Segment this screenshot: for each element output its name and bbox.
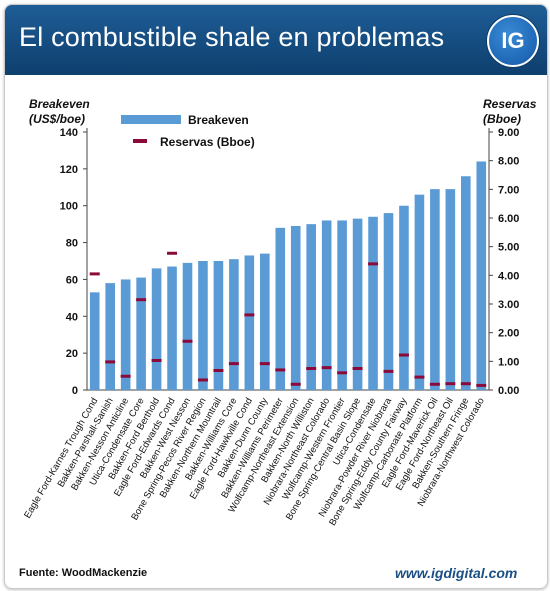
bar-breakeven [244, 255, 255, 390]
marker-reservas [89, 272, 100, 276]
y-axis-left-label-line2: (US$/boe) [29, 112, 86, 126]
marker-reservas [259, 362, 270, 366]
marker-reservas [228, 362, 239, 366]
site-link[interactable]: www.igdigital.com [395, 565, 518, 581]
bar-breakeven [182, 262, 193, 390]
bar-breakeven [151, 268, 162, 390]
y-axis-right-label-line2: (Bboe) [483, 112, 521, 126]
marker-reservas [445, 382, 456, 386]
legend-swatch-breakeven [121, 115, 181, 124]
legend-label-reservas: Reservas (Bboe) [160, 135, 255, 149]
bar-breakeven [105, 283, 115, 390]
bar-breakeven [290, 225, 301, 390]
marker-reservas [244, 313, 255, 317]
marker-reservas [290, 382, 301, 386]
bar-breakeven [89, 292, 100, 390]
marker-reservas [105, 360, 116, 364]
marker-reservas [306, 367, 317, 370]
source-note: Fuente: WoodMackenzie [19, 567, 148, 579]
bar-breakeven [445, 189, 456, 390]
y-left-tick-label: 140 [60, 127, 78, 139]
y-right-tick-label: 3.00 [498, 299, 519, 311]
bar-breakeven [213, 261, 224, 390]
marker-reservas [120, 374, 131, 378]
header-banner: El combustible shale en problemas IG [5, 5, 547, 75]
bar-breakeven [430, 189, 440, 390]
bar-breakeven [260, 253, 270, 390]
bar-breakeven [198, 261, 208, 390]
marker-reservas [151, 358, 162, 362]
chart-card: El combustible shale en problemas IG Bre… [4, 4, 548, 589]
breakeven-reserves-chart: 0 20 40 60 80 100 120 140 0.00 1.00 2.00 3.00 4.00 5.… [22, 113, 519, 528]
y-axis-left-label-line1: Breakeven [29, 97, 90, 111]
legend-label-breakeven: Breakeven [188, 113, 249, 127]
bar-breakeven [414, 194, 425, 390]
bar-breakeven [368, 216, 378, 390]
marker-reservas [213, 369, 224, 373]
marker-reservas [136, 298, 147, 302]
legend-swatch-reservas [133, 139, 147, 143]
y-right-tick-label: 9.00 [498, 127, 519, 139]
bar-breakeven [352, 218, 363, 390]
y-right-tick-label: 1.00 [498, 356, 519, 368]
bar-breakeven [229, 259, 239, 390]
marker-reservas [368, 262, 379, 266]
y-left-tick-label: 20 [66, 348, 78, 360]
y-right-tick-label: 5.00 [498, 242, 519, 254]
y-left-tick-label: 40 [66, 311, 78, 323]
y-right-tick-label: 6.00 [498, 213, 519, 225]
marker-reservas [460, 382, 471, 386]
bar-breakeven [306, 224, 316, 390]
y-left-tick-label: 100 [60, 201, 78, 213]
marker-reservas [476, 383, 487, 387]
marker-reservas [197, 378, 208, 382]
marker-reservas [398, 353, 409, 357]
bar-breakeven [321, 220, 332, 390]
y-axis-right-label: Reservas (Bboe) [483, 97, 536, 127]
y-right-tick-label: 2.00 [498, 328, 519, 340]
marker-reservas [275, 368, 286, 372]
y-axis-right-label-line1: Reservas [483, 97, 537, 111]
y-right-tick-label: 4.00 [498, 270, 519, 282]
marker-reservas [352, 367, 363, 370]
bar-breakeven [383, 213, 394, 390]
marker-reservas [383, 369, 394, 373]
y-left-tick-label: 60 [66, 274, 78, 286]
y-left-tick-label: 80 [66, 238, 78, 250]
marker-reservas [321, 366, 332, 370]
y-right-tick-label: 0.00 [498, 385, 519, 397]
y-left-tick-label: 120 [60, 164, 78, 176]
y-right-tick-label: 8.00 [498, 156, 519, 168]
marker-reservas [167, 251, 178, 255]
chart-title: El combustible shale en problemas [19, 22, 445, 52]
bar-breakeven [136, 277, 146, 390]
bar-breakeven [461, 176, 471, 390]
ig-logo: IG [487, 15, 539, 67]
bar-breakeven [337, 220, 347, 390]
marker-reservas [414, 375, 425, 379]
bar-breakeven [275, 227, 286, 390]
y-left-tick-label: 0 [72, 385, 78, 397]
y-right-tick-label: 7.00 [498, 184, 519, 196]
y-axis-left-label: Breakeven (US$/boe) [29, 97, 90, 127]
bar-breakeven [476, 161, 487, 390]
marker-reservas [182, 339, 193, 343]
bar-breakeven [120, 279, 131, 390]
bar-breakeven [399, 205, 409, 390]
bar-breakeven [167, 266, 177, 390]
marker-reservas [337, 371, 348, 375]
marker-reservas [429, 382, 440, 386]
